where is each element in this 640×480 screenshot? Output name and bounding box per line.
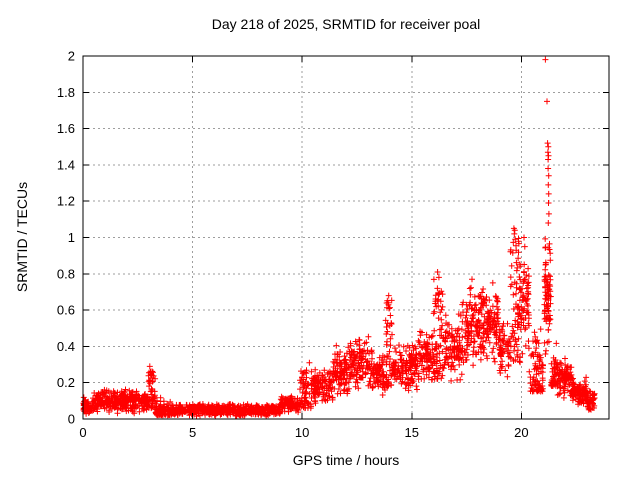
y-tick-label: 1.6	[57, 121, 75, 136]
y-tick-label: 1.8	[57, 85, 75, 100]
y-tick-label: 1.2	[57, 194, 75, 209]
y-tick-label: 2	[68, 49, 75, 64]
x-axis-label: GPS time / hours	[292, 452, 400, 468]
y-tick-label: 0.6	[57, 303, 75, 318]
y-tick-label: 0.4	[57, 339, 75, 354]
x-tick-label: 10	[295, 425, 309, 440]
y-tick-label: 1.4	[57, 157, 75, 172]
y-tick-label: 1	[68, 230, 75, 245]
y-tick-label: 0	[68, 412, 75, 427]
y-tick-label: 0.2	[57, 375, 75, 390]
grid-lines	[83, 56, 609, 419]
y-axis-label: SRMTID / TECUs	[14, 181, 30, 293]
x-tick-label: 0	[79, 425, 86, 440]
plot-border	[82, 55, 610, 420]
x-tick-label: 20	[514, 425, 528, 440]
y-tick-label: 0.8	[57, 266, 75, 281]
scatter-points	[80, 56, 598, 420]
x-tick-label: 15	[405, 425, 419, 440]
chart-title: Day 218 of 2025, SRMTID for receiver poa…	[211, 16, 481, 32]
x-tick-label: 5	[189, 425, 196, 440]
